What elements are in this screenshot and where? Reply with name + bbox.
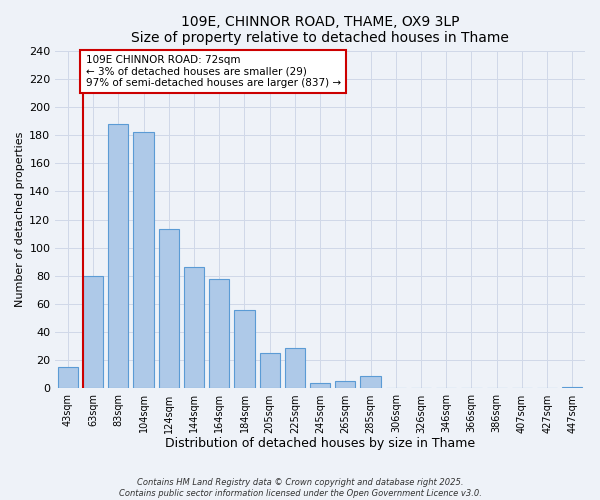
Bar (235, 310, 254, 388)
Bar (310, 383, 330, 388)
Bar (184, 268, 204, 388)
Y-axis label: Number of detached properties: Number of detached properties (15, 132, 25, 307)
Bar (133, 132, 154, 388)
Bar (285, 348, 305, 389)
Bar (83, 276, 103, 388)
X-axis label: Distribution of detached houses by size in Thame: Distribution of detached houses by size … (165, 437, 475, 450)
Bar (108, 124, 128, 388)
Title: 109E, CHINNOR ROAD, THAME, OX9 3LP
Size of property relative to detached houses : 109E, CHINNOR ROAD, THAME, OX9 3LP Size … (131, 15, 509, 45)
Bar (361, 376, 380, 388)
Bar (562, 387, 583, 388)
Bar (260, 354, 280, 388)
Bar (335, 382, 355, 388)
Text: Contains HM Land Registry data © Crown copyright and database right 2025.
Contai: Contains HM Land Registry data © Crown c… (119, 478, 481, 498)
Bar (58, 368, 78, 388)
Bar (209, 278, 229, 388)
Bar (158, 230, 179, 388)
Text: 109E CHINNOR ROAD: 72sqm
← 3% of detached houses are smaller (29)
97% of semi-de: 109E CHINNOR ROAD: 72sqm ← 3% of detache… (86, 55, 341, 88)
